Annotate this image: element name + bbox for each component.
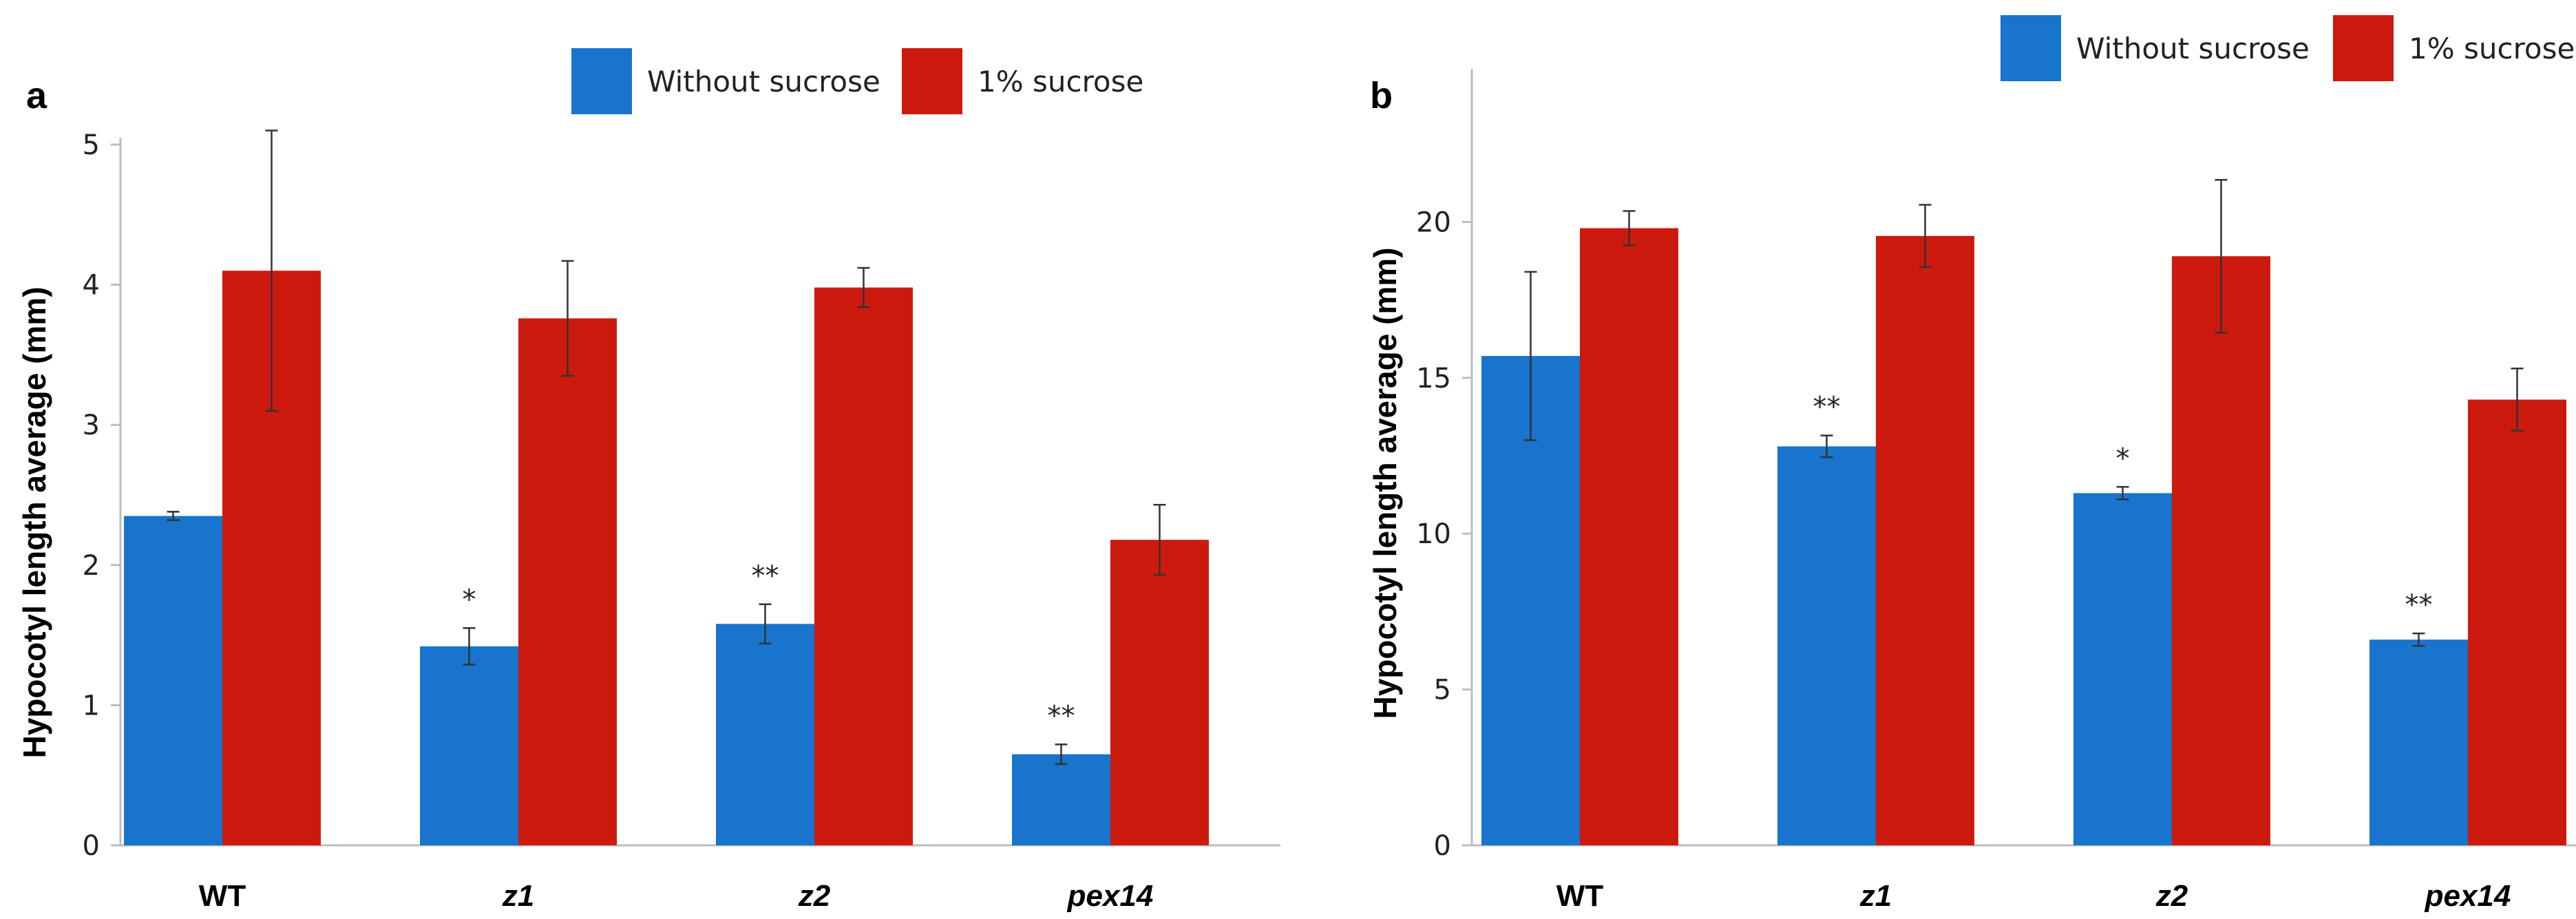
y-tick-label: 15 xyxy=(1416,363,1451,394)
chart-panel-a: a 0 1 2 3 4 5 Hypocotyl length average (mm) With… xyxy=(17,48,1280,913)
significance-mark: * xyxy=(463,584,476,615)
legend-swatch xyxy=(2000,15,2061,81)
y-tick-label: 4 xyxy=(83,270,100,302)
legend-swatch xyxy=(902,48,962,114)
bar xyxy=(1777,446,1876,845)
bar xyxy=(1876,235,1974,845)
bar xyxy=(1110,540,1209,845)
bar xyxy=(716,624,814,845)
x-category-label: pex14 xyxy=(2425,879,2511,913)
y-tick-label: 10 xyxy=(1416,518,1451,550)
x-category-label: z2 xyxy=(2155,879,2188,913)
significance-mark: * xyxy=(2116,443,2130,474)
x-category-label: z1 xyxy=(502,879,534,913)
significance-mark: ** xyxy=(752,560,779,592)
x-category-label: WT xyxy=(199,879,246,913)
x-category-label: z1 xyxy=(1859,879,1892,913)
panel-label: a xyxy=(26,75,47,116)
bar xyxy=(1012,754,1110,845)
legend-label: 1% sucrose xyxy=(2409,32,2575,65)
bar xyxy=(2369,640,2468,845)
significance-mark: ** xyxy=(1048,700,1075,732)
y-tick-label: 0 xyxy=(1434,830,1451,862)
panel-label: b xyxy=(1370,75,1393,116)
significance-mark: ** xyxy=(1813,392,1841,423)
significance-mark: ** xyxy=(2405,589,2433,621)
x-category-label: pex14 xyxy=(1067,879,1154,913)
y-tick-label: 1 xyxy=(83,690,100,721)
bar xyxy=(124,516,222,845)
y-axis-title: Hypocotyl length average (mm) xyxy=(17,286,52,758)
y-tick-label: 20 xyxy=(1416,207,1451,238)
y-tick-label: 5 xyxy=(83,129,100,161)
legend-swatch xyxy=(571,48,632,114)
y-axis-title: Hypocotyl length average (mm) xyxy=(1367,247,1403,719)
y-tick-label: 5 xyxy=(1434,675,1451,706)
bar xyxy=(2172,256,2270,845)
bar xyxy=(814,287,913,845)
y-tick-label: 0 xyxy=(83,830,100,862)
bar xyxy=(2073,493,2172,845)
y-tick-label: 2 xyxy=(83,550,100,582)
x-category-label: z2 xyxy=(798,879,831,913)
legend-label: Without sucrose xyxy=(2076,32,2310,65)
bar xyxy=(1580,228,1678,845)
bar xyxy=(420,646,518,845)
bar xyxy=(518,318,617,845)
legend-label: Without sucrose xyxy=(647,65,880,98)
legend-label: 1% sucrose xyxy=(978,65,1143,98)
chart-panel-b: b 0 5 10 15 20 Hypocotyl length average (mm) Wi… xyxy=(1367,15,2576,913)
x-category-label: WT xyxy=(1556,879,1604,913)
bar xyxy=(2468,399,2566,845)
legend-swatch xyxy=(2333,15,2394,81)
y-tick-label: 3 xyxy=(83,410,100,441)
